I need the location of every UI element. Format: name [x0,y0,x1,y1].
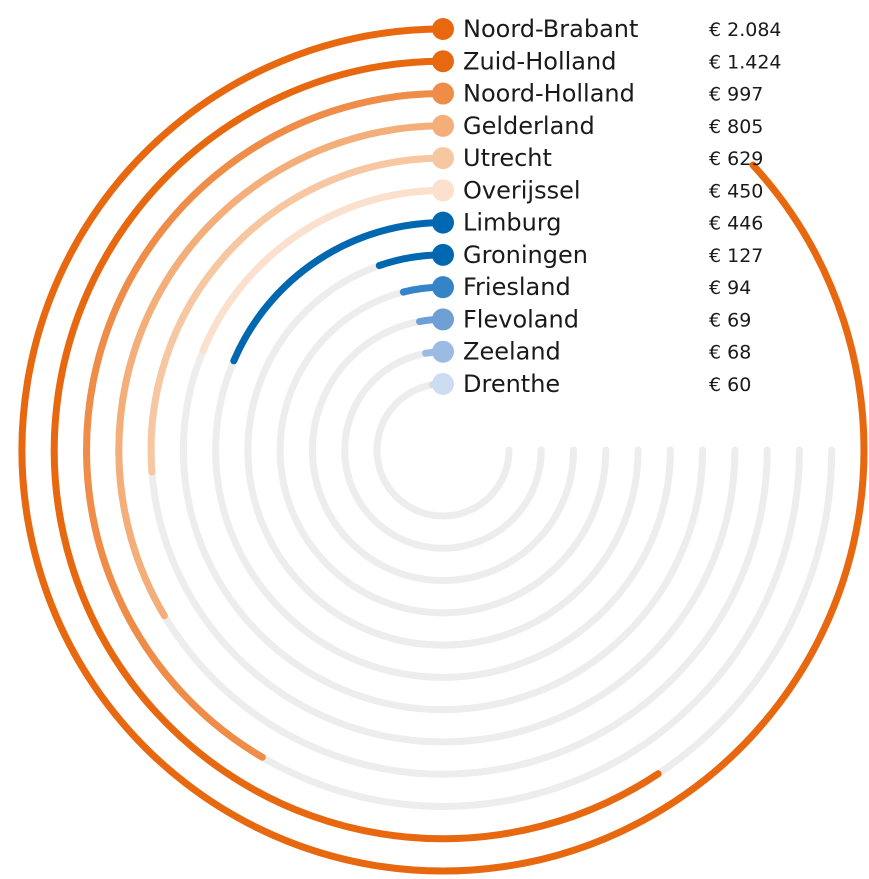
track-drenthe [373,380,513,520]
label-noord-brabant: Noord-Brabant [463,15,638,43]
bar-gelderland [115,122,447,620]
bar-utrecht [147,154,447,476]
value-friesland: € 94 [709,277,751,299]
label-friesland: Friesland [463,273,571,301]
value-zeeland: € 68 [709,342,751,364]
legend-dot-gelderland [432,114,454,137]
legend-dot-flevoland [432,308,454,331]
legend-dot-noord-holland [432,82,454,105]
value-overijssel: € 450 [709,180,763,202]
value-groningen: € 127 [709,245,763,267]
value-noord-holland: € 997 [709,84,763,106]
label-zeeland: Zeeland [463,338,561,366]
label-limburg: Limburg [463,209,562,237]
legend-dot-limburg [432,211,454,234]
label-noord-holland: Noord-Holland [463,80,635,108]
value-flevoland: € 69 [709,309,751,331]
value-noord-brabant: € 2.084 [709,19,782,41]
label-overijssel: Overijssel [463,176,581,204]
legend-dot-noord-brabant [432,18,454,40]
value-drenthe: € 60 [709,374,751,396]
bar-overijssel [199,186,447,355]
legend-dot-groningen [432,243,454,266]
label-utrecht: Utrecht [463,144,552,172]
bar-noord-holland [83,90,447,761]
bar-zuid-holland [50,57,662,843]
value-limburg: € 446 [709,213,763,235]
label-groningen: Groningen [463,241,588,269]
value-gelderland: € 805 [709,116,763,138]
track-friesland [276,283,610,617]
track-groningen [244,251,642,649]
value-zuid-holland: € 1.424 [709,51,782,73]
bar-limburg [230,219,447,365]
category-labels: Noord-Brabant € 2.084 Zuid-Holland € 1.424 N… [432,15,782,398]
track-zuid-holland [50,57,836,843]
legend-dot-zuid-holland [432,50,454,73]
legend-dot-friesland [432,276,454,299]
value-utrecht: € 629 [709,148,763,170]
label-zuid-holland: Zuid-Holland [463,47,616,75]
value-arcs [18,25,868,875]
track-flevoland [308,315,578,585]
label-drenthe: Drenthe [463,370,560,398]
label-flevoland: Flevoland [463,305,579,333]
track-zeeland [341,348,545,552]
label-gelderland: Gelderland [463,112,595,140]
bar-noord-brabant [18,25,868,875]
legend-dot-utrecht [432,147,454,170]
legend-dot-overijssel [432,179,454,202]
legend-dot-zeeland [432,340,454,363]
legend-dot-drenthe [432,372,454,395]
